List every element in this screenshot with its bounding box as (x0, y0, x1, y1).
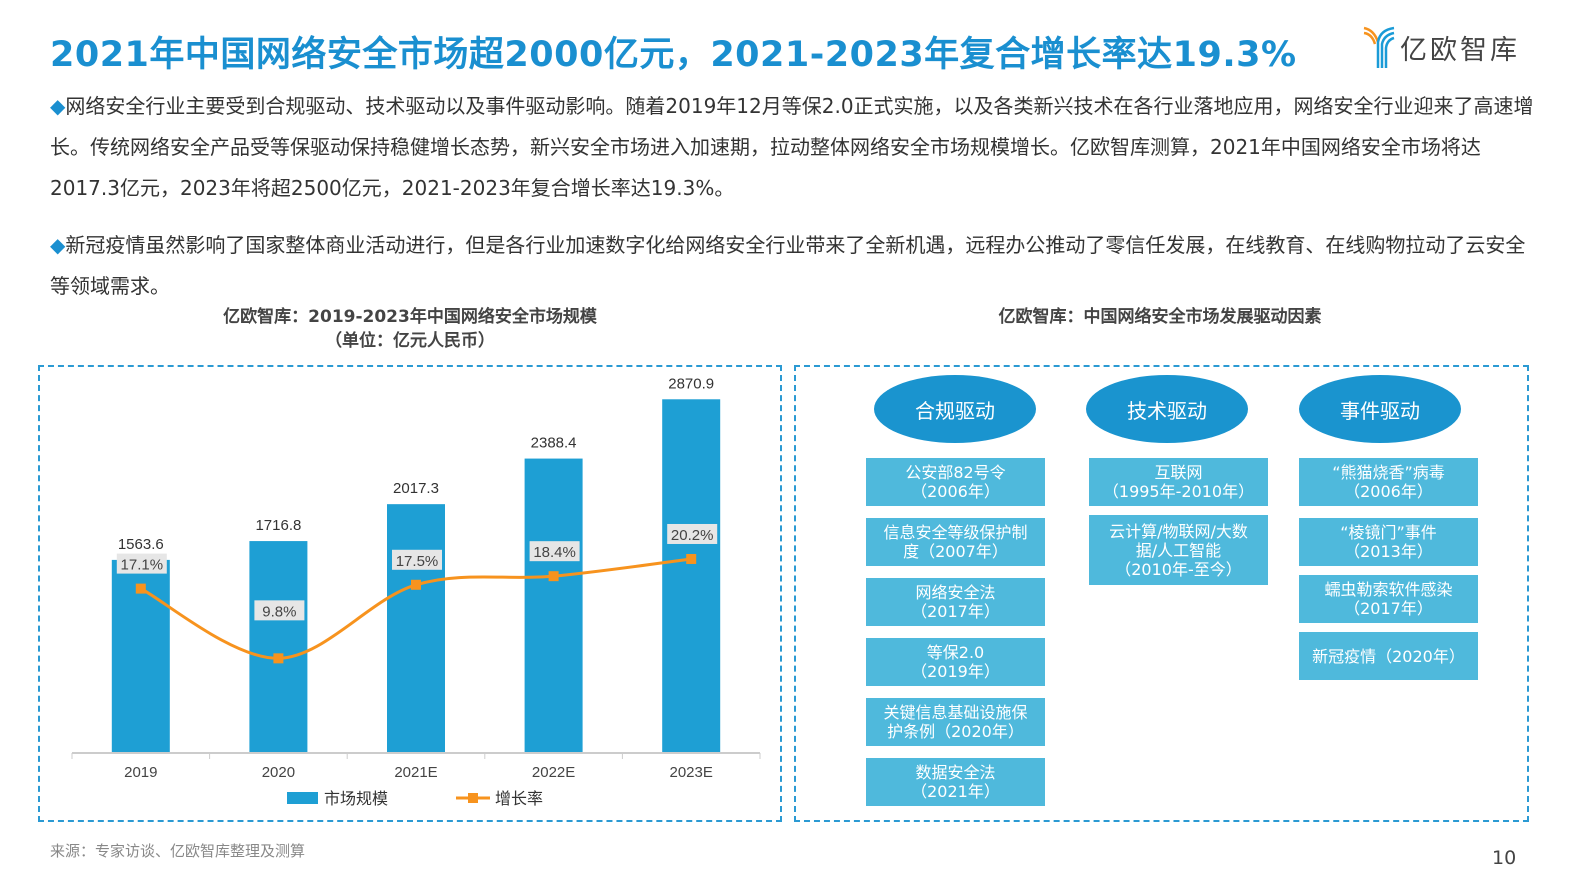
growth-rate-marker (273, 653, 284, 664)
driver-item-line: 公安部82号令 (905, 463, 1006, 482)
driver-header: 事件驱动 (1299, 375, 1461, 443)
growth-label-bg (667, 523, 718, 544)
growth-label-bg (116, 553, 167, 574)
driver-item: “熊猫烧香”病毒 （2006年） (1299, 458, 1478, 506)
driver-item-line: 度（2007年） (903, 542, 1008, 561)
growth-label-bg (392, 549, 442, 570)
growth-rate-marker (686, 553, 697, 564)
growth-rate-marker (548, 571, 559, 582)
growth-label-bg (529, 541, 580, 562)
growth-rate-label: 9.8% (254, 600, 305, 621)
x-tick-label: 2020 (262, 764, 295, 781)
page-number: 10 (1492, 847, 1517, 869)
bullet-icon: ◆ (50, 233, 66, 257)
growth-rate-value: 20.2% (671, 527, 714, 544)
x-tick-label: 2023E (670, 764, 713, 781)
x-tick-label: 2022E (532, 764, 575, 781)
driver-item-line: （2013年） (1344, 542, 1433, 561)
driver-item: 数据安全法 （2021年） (866, 758, 1045, 806)
diagram-frame (794, 365, 1529, 822)
driver-item-line: 据/人工智能 (1135, 540, 1222, 560)
x-tick-label: 2021E (394, 764, 437, 781)
legend-bar-swatch (287, 792, 318, 804)
growth-rate-label: 20.2% (667, 523, 718, 544)
driver-item-line: （2017年） (911, 602, 1000, 621)
driver-item: 关键信息基础设施保 护条例（2020年） (866, 698, 1045, 746)
bar (662, 399, 721, 752)
paragraph-text: 新冠疫情虽然影响了国家整体商业活动进行，但是各行业加速数字化给网络安全行业带来了… (50, 233, 1526, 298)
page-title: 2021年中国网络安全市场超2000亿元，2021-2023年复合增长率达19.… (50, 35, 1297, 75)
chart-title-text: 亿欧智库：2019-2023年中国网络安全市场规模 (223, 307, 597, 327)
chart-subtitle: （单位：亿元人民币） (325, 331, 495, 351)
driver-item: 公安部82号令 （2006年） (866, 458, 1045, 506)
driver-item-line: 新冠疫情（2020年） (1312, 646, 1465, 666)
growth-rate-value: 9.8% (262, 603, 296, 620)
bar-value-label: 1563.6 (118, 536, 164, 553)
driver-item-line: 信息安全等级保护制 (883, 523, 1028, 542)
growth-rate-label: 17.5% (392, 549, 442, 570)
driver-item-line: （1995年-2010年） (1102, 482, 1255, 501)
chart-frame (38, 365, 782, 822)
driver-item: “棱镜门”事件 （2013年） (1299, 518, 1478, 566)
bar-value-label: 1716.8 (255, 517, 301, 534)
paragraph-1: ◆网络安全行业主要受到合规驱动、技术驱动以及事件驱动影响。随着2019年12月等… (50, 86, 1540, 209)
driver-item-line: （2019年） (911, 662, 1000, 681)
driver-item-line: 护条例（2020年） (887, 722, 1024, 741)
growth-rate-marker (135, 583, 146, 594)
driver-item-line: 蠕虫勒索软件感染 (1324, 580, 1453, 599)
driver-item-line: （2010年-至今） (1115, 559, 1242, 579)
bar-value-label: 2870.9 (668, 375, 714, 392)
source-note: 来源：专家访谈、亿欧智库整理及测算 (50, 842, 306, 860)
driver-item-line: 数据安全法 (915, 763, 996, 782)
driver-item-line: “棱镜门”事件 (1340, 523, 1437, 542)
growth-label-bg (254, 600, 305, 621)
bar-value-label: 2388.4 (531, 435, 577, 452)
diagram-title: 亿欧智库：中国网络安全市场发展驱动因素 (998, 307, 1322, 327)
paragraph-2: ◆新冠疫情虽然影响了国家整体商业活动进行，但是各行业加速数字化给网络安全行业带来… (50, 225, 1540, 307)
driver-item-line: 互联网 (1154, 463, 1203, 482)
legend-label-growth-rate: 增长率 (495, 789, 543, 808)
driver-item-line: （2021年） (911, 782, 1000, 801)
driver-item: 新冠疫情（2020年） (1299, 632, 1478, 680)
driver-item-line: 关键信息基础设施保 (883, 703, 1028, 722)
driver-item: 等保2.0 （2019年） (866, 638, 1045, 686)
driver-item-line: 网络安全法 (915, 583, 996, 602)
logo-icon (1363, 26, 1395, 68)
logo: 亿欧智库 (1362, 24, 1532, 70)
legend-label-market-size: 市场规模 (324, 789, 388, 808)
driver-item-line: （2006年） (911, 482, 1000, 501)
driver-header: 合规驱动 (874, 375, 1036, 443)
growth-rate-value: 18.4% (533, 544, 576, 561)
market-size-chart: 1563.6 1716.8 2017.3 2388.4 2870.9 2019 2020 20… (71, 375, 761, 808)
driver-item-line: “熊猫烧香”病毒 (1332, 463, 1445, 482)
driver-header: 技术驱动 (1086, 375, 1248, 443)
bar-value-label: 2017.3 (393, 480, 439, 497)
legend-line-marker (468, 793, 478, 803)
x-tick-label: 2019 (124, 764, 157, 781)
bar (249, 541, 308, 752)
paragraph-text: 网络安全行业主要受到合规驱动、技术驱动以及事件驱动影响。随着2019年12月等保… (50, 94, 1534, 200)
driver-item-line: （2006年） (1344, 482, 1433, 501)
growth-rate-marker (411, 579, 421, 590)
growth-rate-label: 18.4% (529, 541, 580, 562)
driver-item: 蠕虫勒索软件感染 （2017年） (1299, 575, 1478, 623)
driver-item-line: 云计算/物联网/大数 (1109, 521, 1248, 541)
bar (387, 504, 445, 752)
chart-title: 亿欧智库：2019-2023年中国网络安全市场规模 （单位：亿元人民币） (150, 305, 670, 353)
growth-rate-value: 17.1% (121, 557, 164, 574)
driver-item-line: （2017年） (1344, 599, 1433, 618)
bullet-icon: ◆ (50, 94, 66, 118)
driver-item: 网络安全法 （2017年） (866, 578, 1045, 626)
driver-item: 云计算/物联网/大数 据/人工智能 （2010年-至今） (1089, 515, 1268, 585)
growth-rate-label: 17.1% (116, 553, 167, 574)
growth-rate-value: 17.5% (396, 553, 439, 570)
driver-item-line: 等保2.0 (926, 643, 985, 662)
driver-item: 互联网 （1995年-2010年） (1089, 458, 1268, 506)
driver-item: 信息安全等级保护制 度（2007年） (866, 518, 1045, 566)
logo-text: 亿欧智库 (1400, 34, 1520, 66)
bar (524, 458, 583, 752)
